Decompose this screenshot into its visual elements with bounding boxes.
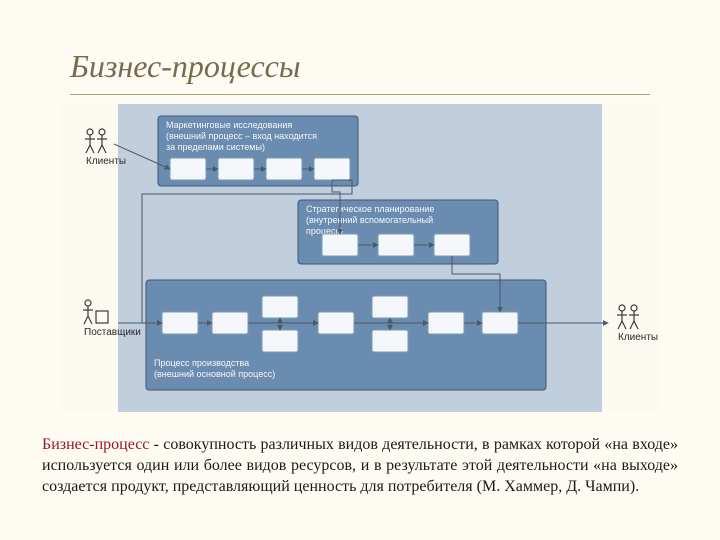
- process-flow-diagram: Маркетинговые исследования(внешний проце…: [62, 104, 658, 412]
- process-step: [266, 158, 302, 180]
- svg-text:Клиенты: Клиенты: [86, 156, 126, 167]
- process-step: [314, 158, 350, 180]
- process-step: [262, 296, 298, 318]
- definition-paragraph: Бизнес-процесс - совокупность различных …: [42, 434, 678, 497]
- process-step: [212, 312, 248, 334]
- process-step: [372, 330, 408, 352]
- process-step: [378, 234, 414, 256]
- process-step: [318, 312, 354, 334]
- process-step: [428, 312, 464, 334]
- title-rule: [70, 94, 650, 95]
- diagram-panel: Маркетинговые исследования(внешний проце…: [62, 104, 658, 412]
- process-step: [262, 330, 298, 352]
- process-step: [162, 312, 198, 334]
- process-step: [434, 234, 470, 256]
- definition-term: Бизнес-процесс: [42, 436, 149, 453]
- process-step: [170, 158, 206, 180]
- svg-text:Клиенты: Клиенты: [618, 332, 658, 343]
- slide-title: Бизнес-процессы: [70, 48, 301, 85]
- process-step: [218, 158, 254, 180]
- process-step: [372, 296, 408, 318]
- svg-text:Поставщики: Поставщики: [84, 327, 141, 338]
- process-step: [482, 312, 518, 334]
- process-step: [322, 234, 358, 256]
